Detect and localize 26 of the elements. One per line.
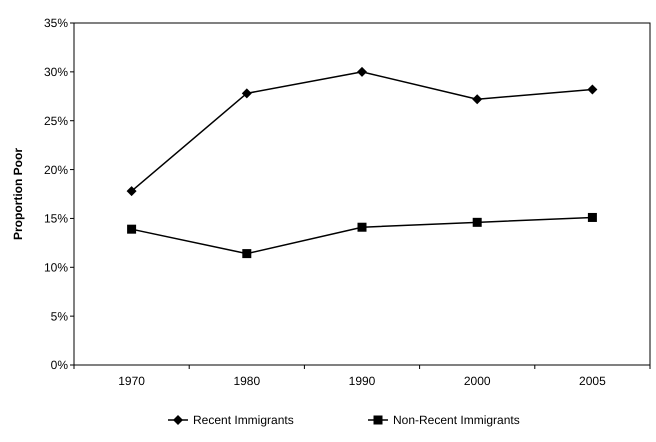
y-axis-title: Proportion Poor <box>11 148 25 240</box>
point <box>588 212 597 222</box>
point <box>242 88 252 98</box>
point <box>126 186 137 196</box>
y-tick-label: 0% <box>50 358 68 372</box>
y-tick-label: 30% <box>44 65 68 80</box>
y-tick-label: 10% <box>44 260 68 274</box>
legend-label: Non-Recent Immigrants <box>393 413 520 428</box>
x-tick-label: 1980 <box>233 374 260 388</box>
point <box>472 218 482 227</box>
y-tick-label: 20% <box>44 162 68 177</box>
x-tick-label: 1970 <box>118 374 146 388</box>
point <box>587 84 598 94</box>
x-tick-label: 2005 <box>579 374 606 388</box>
y-tick-label: 35% <box>44 16 68 30</box>
point <box>242 249 252 258</box>
y-tick-label: 15% <box>44 212 68 226</box>
point <box>472 94 482 104</box>
point <box>358 222 366 232</box>
x-tick-label: 2000 <box>464 374 491 388</box>
y-tick-label: 25% <box>44 114 68 128</box>
x-tick-label: 1990 <box>348 374 376 388</box>
point <box>127 224 136 234</box>
point <box>357 66 367 77</box>
legend-label: Recent Immigrants <box>193 413 294 428</box>
y-tick-label: 5% <box>50 309 68 324</box>
